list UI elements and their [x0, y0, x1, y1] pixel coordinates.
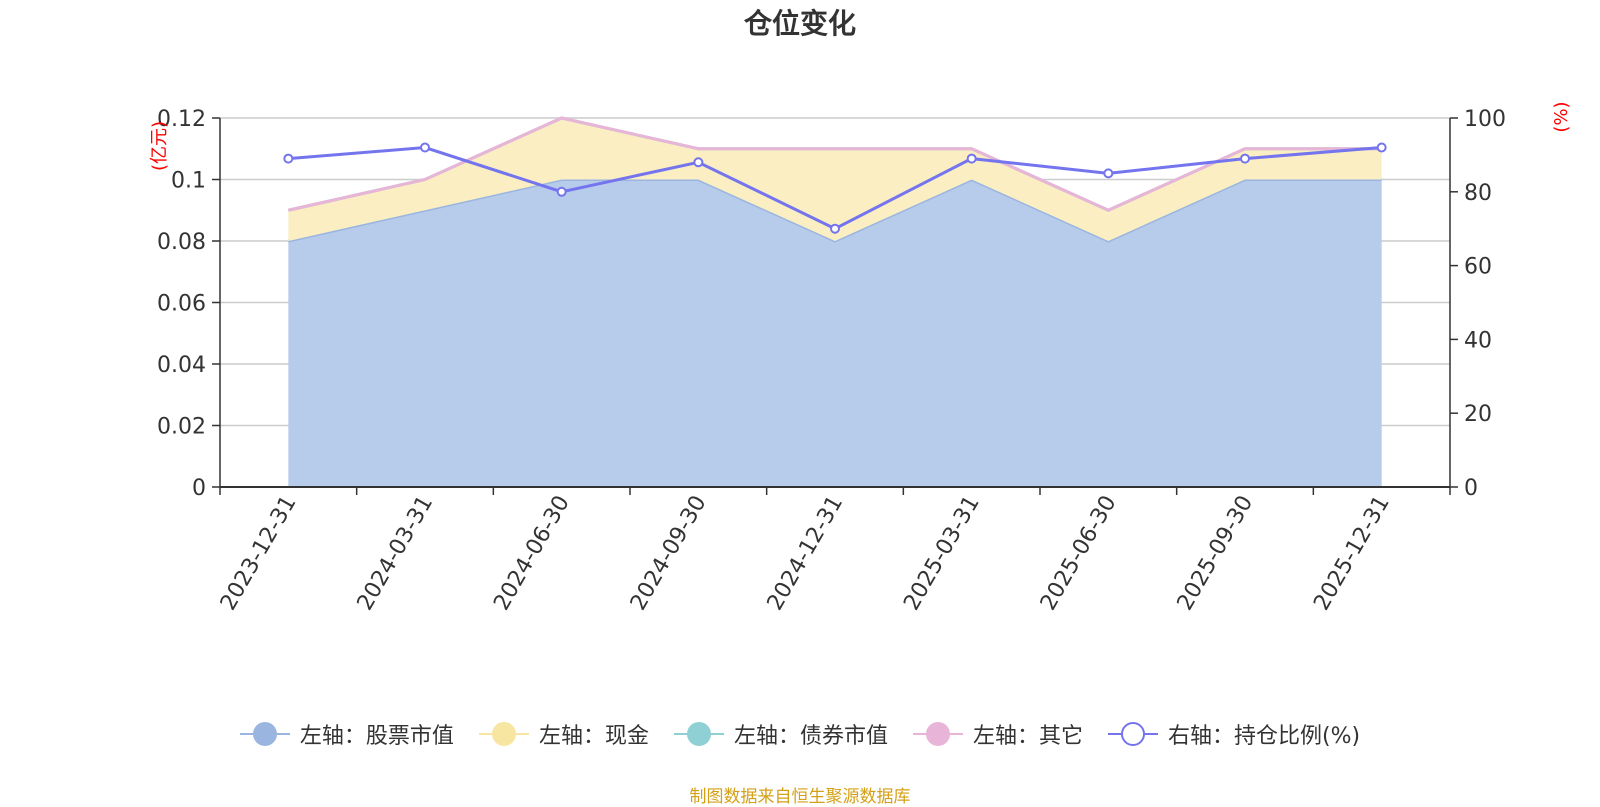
- x-axis-label: 2024-09-30: [626, 492, 712, 615]
- right-axis-tick-label: 20: [1464, 402, 1492, 427]
- position-change-chart: 0 0.02 0.04 0.06 0.08 0.1 0.12 0 20 40 60 80 100 2023…: [149, 101, 1572, 615]
- legend-other-icon: [912, 722, 963, 746]
- ratio-point: [1376, 142, 1387, 153]
- left-axis-tick-label: 0.02: [157, 415, 206, 440]
- area-stock: [288, 179, 1382, 487]
- data-source-note: 制图数据来自恒生聚源数据库: [689, 787, 911, 807]
- right-axis-tick-label: 60: [1464, 255, 1492, 280]
- x-axis-label: 2024-06-30: [489, 492, 575, 615]
- area-line-other: [288, 116, 1382, 212]
- left-axis-tick-label: 0.12: [157, 107, 206, 132]
- x-axis-label: 2025-09-30: [1173, 492, 1259, 615]
- right-axis-tick-label: 80: [1464, 181, 1492, 206]
- left-axis-unit: (亿元): [149, 121, 170, 171]
- ratio-point: [1240, 153, 1250, 164]
- legend-label-cash: 左轴：现金: [538, 724, 649, 749]
- legend-item-other[interactable]: 左轴：其它: [912, 718, 1083, 750]
- ratio-point: [556, 186, 567, 197]
- x-axis-label: 2025-12-31: [1309, 492, 1395, 615]
- legend-bond-icon: [673, 722, 724, 746]
- chart-title: 仓位变化: [743, 7, 856, 40]
- x-axis-label: 2024-03-31: [353, 492, 439, 615]
- left-axis-tick-label: 0.08: [157, 230, 206, 255]
- legend-label-ratio: 右轴：持仓比例(%): [1167, 724, 1361, 749]
- stacked-areas: [288, 116, 1382, 487]
- legend-item-ratio[interactable]: 右轴：持仓比例(%): [1107, 718, 1361, 750]
- legend-stock-icon: [239, 722, 290, 746]
- right-axis-unit: (%): [1551, 101, 1572, 132]
- legend-item-bond[interactable]: 左轴：债券市值: [673, 718, 888, 750]
- right-axis-tick-label: 0: [1464, 476, 1478, 501]
- legend-label-other: 左轴：其它: [972, 724, 1083, 749]
- legend-item-cash[interactable]: 左轴：现金: [478, 718, 649, 750]
- legend-label-stock: 左轴：股票市值: [299, 724, 454, 749]
- left-axis-tick-label: 0: [192, 476, 206, 501]
- x-axis-label: 2025-06-30: [1036, 492, 1122, 615]
- legend-cash-icon: [478, 722, 529, 746]
- left-axis-tick-label: 0.04: [157, 353, 206, 378]
- right-axis-tick-label: 40: [1464, 328, 1492, 353]
- x-axis-label: 2023-12-31: [216, 492, 302, 615]
- legend-ratio-icon: [1107, 722, 1158, 746]
- right-axis-tick-label: 100: [1464, 107, 1506, 132]
- ratio-point: [830, 223, 840, 234]
- ratio-line: [283, 142, 1387, 234]
- legend-item-stock[interactable]: 左轴：股票市值: [239, 718, 454, 750]
- ratio-point: [283, 153, 294, 164]
- ratio-point: [420, 142, 430, 153]
- ratio-point: [693, 157, 704, 168]
- x-axis-label: 2025-03-31: [899, 492, 985, 615]
- legend-label-bond: 左轴：债券市值: [733, 724, 888, 749]
- left-axis-tick-label: 0.1: [171, 169, 206, 194]
- ratio-point: [966, 153, 977, 164]
- x-axis-label: 2024-12-31: [763, 492, 849, 615]
- left-axis-tick-label: 0.06: [157, 292, 206, 317]
- legend: 左轴：股票市值 左轴：现金 左轴：债券市值 左轴：其它 右轴：持仓比例(%): [0, 718, 1600, 752]
- ratio-point: [1103, 168, 1114, 179]
